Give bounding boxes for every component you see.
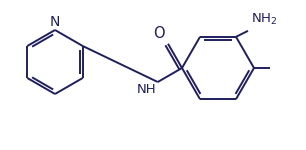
Text: O: O bbox=[153, 26, 165, 41]
Text: NH: NH bbox=[137, 83, 157, 96]
Text: NH$_2$: NH$_2$ bbox=[251, 12, 278, 27]
Text: N: N bbox=[50, 15, 60, 29]
